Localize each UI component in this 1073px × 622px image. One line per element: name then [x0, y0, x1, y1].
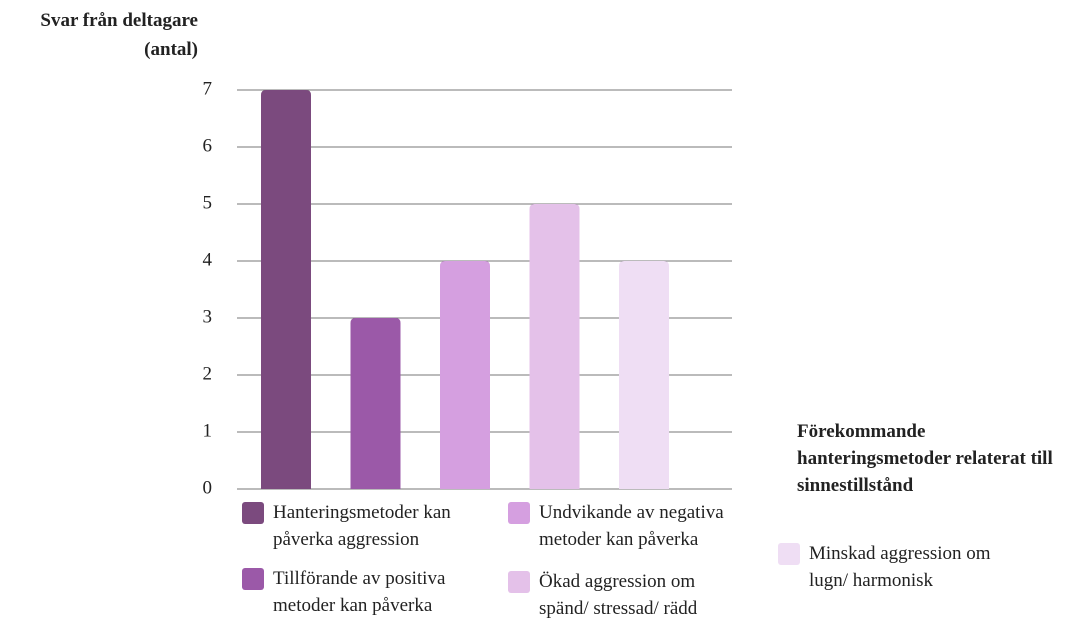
legend-swatch	[778, 543, 800, 565]
y-tick-label: 0	[203, 477, 213, 498]
y-tick-label: 3	[203, 306, 213, 327]
legend-label: Tillförande av positiva metoder kan påve…	[273, 568, 446, 616]
legend-swatch	[242, 502, 264, 524]
x-axis-title: Förekommande hanteringsmetoder relaterat…	[797, 421, 1053, 496]
legend-label: Ökad aggression om spänd/ stressad/ rädd	[539, 571, 698, 619]
legend-item: Ökad aggression om spänd/ stressad/ rädd	[508, 568, 738, 622]
bar	[350, 318, 401, 489]
bar	[529, 204, 580, 489]
legend-item: Tillförande av positiva metoder kan påve…	[242, 565, 472, 619]
y-tick-label: 7	[203, 78, 213, 99]
y-tick-label: 4	[203, 249, 213, 270]
bar	[261, 90, 311, 489]
y-tick-label: 2	[203, 363, 213, 384]
legend-label: Minskad aggression om lugn/ harmonisk	[809, 543, 991, 591]
bar	[619, 261, 669, 489]
legend-swatch	[508, 571, 530, 593]
legend-item: Undvikande av negativa metoder kan påver…	[508, 499, 748, 553]
y-axis-title: Svar från deltagare (antal)	[40, 10, 198, 60]
legend-swatch	[242, 568, 264, 590]
bar	[440, 261, 490, 489]
y-tick-label: 1	[203, 420, 213, 441]
legend-label: Undvikande av negativa metoder kan påver…	[539, 502, 724, 550]
legend-item: Minskad aggression om lugn/ harmonisk	[778, 540, 993, 594]
y-tick-label: 5	[203, 192, 213, 213]
legend-swatch	[508, 502, 530, 524]
y-tick-label: 6	[203, 135, 213, 156]
legend-label: Hanteringsmetoder kan påverka aggression	[273, 502, 451, 550]
legend-item: Hanteringsmetoder kan påverka aggression	[242, 499, 472, 553]
